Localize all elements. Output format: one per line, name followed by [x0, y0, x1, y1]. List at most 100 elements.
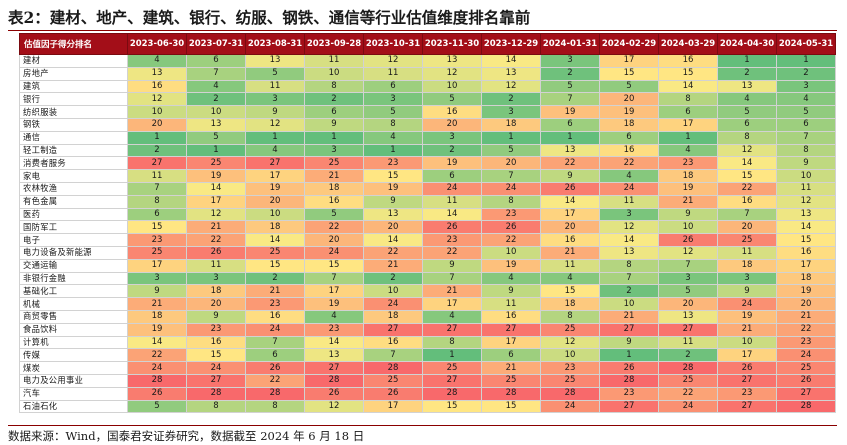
header-date: 2024-04-30	[717, 33, 777, 55]
rank-cell: 3	[304, 143, 364, 158]
rank-cell: 19	[481, 258, 541, 273]
rank-cell: 15	[422, 399, 482, 414]
table-row: 基础化工 9 18 21 17 10 21 9 15 2 5 9 19	[19, 284, 836, 299]
rank-cell: 8	[599, 258, 659, 273]
rank-cell: 12	[481, 79, 541, 94]
rank-cell: 26	[363, 386, 423, 401]
rank-cell: 2	[304, 92, 364, 107]
rank-cell: 12	[776, 194, 836, 209]
rank-cell: 3	[481, 105, 541, 119]
rank-cell: 1	[776, 54, 836, 68]
rank-cell: 3	[776, 79, 836, 94]
rank-cell: 13	[186, 117, 246, 132]
rank-cell: 25	[127, 245, 187, 260]
rank-cell: 19	[599, 105, 659, 119]
rank-cell: 20	[658, 297, 718, 311]
rank-cell: 3	[540, 54, 600, 68]
rank-cell: 22	[776, 322, 836, 337]
rank-cell: 27	[127, 156, 187, 171]
rank-cell: 7	[245, 335, 305, 350]
table-row: 医药 6 12 10 5 13 14 23 17 3 9 7 13	[19, 207, 836, 222]
rank-cell: 1	[599, 348, 659, 363]
rank-cell: 25	[540, 322, 600, 337]
rank-cell: 14	[717, 156, 777, 171]
rank-cell: 7	[717, 207, 777, 222]
rank-cell: 21	[717, 322, 777, 337]
rank-cell: 14	[540, 194, 600, 209]
rank-cell: 21	[658, 194, 718, 209]
rank-cell: 4	[776, 92, 836, 107]
rank-cell: 20	[245, 194, 305, 209]
rank-cell: 10	[363, 284, 423, 299]
rank-cell: 25	[481, 373, 541, 388]
rank-cell: 19	[304, 297, 364, 311]
table-row: 建材 4 6 13 11 12 13 14 3 17 16 1 1	[19, 54, 836, 68]
rank-cell: 10	[186, 105, 246, 119]
rank-cell: 23	[422, 233, 482, 247]
rank-cell: 26	[304, 386, 364, 401]
rank-cell: 13	[127, 66, 187, 81]
rank-cell: 17	[127, 258, 187, 273]
rank-cell: 22	[717, 181, 777, 196]
rank-cell: 19	[717, 309, 777, 324]
table-row: 消费者服务 27 25 27 25 23 19 20 22 22 23 14 9	[19, 156, 836, 171]
rank-cell: 6	[658, 105, 718, 119]
table-row: 食品饮料 19 23 24 23 27 27 27 25 27 27 21 22	[19, 322, 836, 337]
table-row: 农林牧渔 7 14 19 18 19 24 24 26 24 19 22 11	[19, 181, 836, 196]
rank-cell: 23	[127, 233, 187, 247]
rank-cell: 8	[422, 335, 482, 350]
table-row: 电子 23 22 14 20 14 23 22 16 14 26 25 15	[19, 233, 836, 247]
rank-cell: 15	[186, 348, 246, 363]
rank-cell: 22	[540, 156, 600, 171]
rank-cell: 5	[422, 92, 482, 107]
rank-cell: 28	[481, 386, 541, 401]
rank-cell: 28	[363, 361, 423, 375]
industry-name: 石油石化	[19, 399, 128, 414]
rank-cell: 20	[776, 297, 836, 311]
rank-cell: 4	[363, 130, 423, 145]
rank-cell: 21	[776, 309, 836, 324]
rank-cell: 14	[481, 54, 541, 68]
rank-cell: 1	[127, 130, 187, 145]
rank-cell: 10	[422, 79, 482, 94]
rank-cell: 7	[127, 181, 187, 196]
rank-cell: 14	[658, 79, 718, 94]
rank-cell: 9	[422, 258, 482, 273]
rank-cell: 21	[186, 220, 246, 235]
rank-cell: 16	[717, 194, 777, 209]
rank-cell: 13	[481, 66, 541, 81]
rank-cell: 8	[481, 194, 541, 209]
rank-cell: 24	[186, 361, 246, 375]
rank-cell: 24	[717, 297, 777, 311]
rank-cell: 24	[422, 181, 482, 196]
rank-cell: 13	[363, 207, 423, 222]
footer-rule	[8, 425, 837, 426]
rank-cell: 7	[599, 271, 659, 286]
rank-cell: 8	[540, 309, 600, 324]
rank-cell: 5	[658, 284, 718, 299]
rank-cell: 23	[186, 322, 246, 337]
rank-cell: 17	[245, 169, 305, 183]
rank-cell: 15	[245, 258, 305, 273]
table-row: 家电 11 19 17 21 15 6 7 9 4 18 15 10	[19, 169, 836, 183]
rank-cell: 10	[540, 348, 600, 363]
rank-cell: 7	[304, 271, 364, 286]
industry-name: 电子	[19, 233, 128, 247]
rank-cell: 25	[717, 233, 777, 247]
rank-cell: 21	[481, 361, 541, 375]
rank-cell: 11	[717, 245, 777, 260]
rank-cell: 20	[363, 220, 423, 235]
rank-cell: 8	[658, 92, 718, 107]
rank-cell: 13	[717, 79, 777, 94]
rank-cell: 26	[658, 233, 718, 247]
rank-cell: 17	[422, 297, 482, 311]
rank-cell: 1	[186, 143, 246, 158]
rank-cell: 20	[127, 117, 187, 132]
valuation-rank-table: 估值因子得分排名 2023-06-30 2023-07-31 2023-08-31 2…	[19, 33, 836, 414]
rank-cell: 1	[481, 130, 541, 145]
rank-cell: 28	[599, 373, 659, 388]
table-row: 非银行金融 3 3 2 7 2 7 4 4 7 3 3 18	[19, 271, 836, 286]
rank-cell: 6	[127, 207, 187, 222]
industry-name: 房地产	[19, 66, 128, 81]
table-row: 房地产 13 7 5 10 11 12 13 2 15 15 2 2	[19, 66, 836, 81]
